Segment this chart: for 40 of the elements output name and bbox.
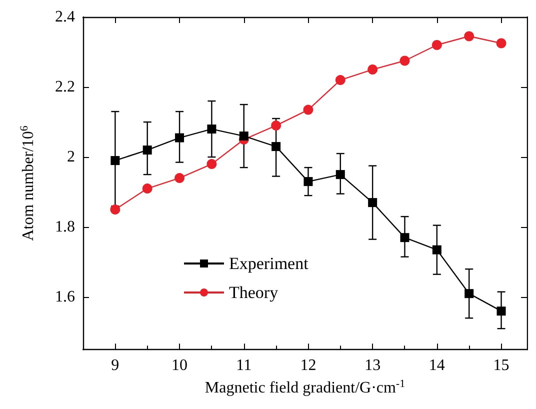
point [142,146,152,155]
y-tick-label: 1.8 [55,218,75,236]
x-tick-label: 11 [236,357,252,374]
point [400,56,410,66]
point [432,40,442,50]
point [110,204,120,215]
y-tick-label: 2 [67,148,75,166]
y-tick-label: 2.4 [55,8,75,26]
point [368,198,378,208]
point [271,120,282,131]
point [304,177,313,186]
point [464,31,474,42]
point [303,104,314,115]
point [432,245,442,254]
x-tick-label: 12 [300,357,316,374]
x-tick-label: 15 [493,357,510,374]
point [400,233,410,242]
point [335,75,346,86]
x-tick-label: 13 [364,357,381,374]
x-tick-label: 10 [172,357,188,374]
point [496,306,506,316]
y-tick-label: 1.6 [55,288,75,306]
y-tick-label: 2.2 [55,78,75,96]
x-tick-label: 9 [111,357,120,374]
point [272,142,281,152]
legend-label: Theory [229,283,279,302]
point [207,124,216,134]
x-tick-label: 14 [428,357,445,374]
legend-label: Experiment [229,254,309,273]
point [464,289,474,298]
point [336,170,345,180]
point [175,133,184,142]
y-axis-title: Atom number/106 [18,125,37,241]
point [174,173,185,184]
point [368,64,378,75]
point [496,38,506,48]
point [142,184,152,194]
point [239,132,248,141]
point [110,156,120,166]
point [206,159,217,170]
